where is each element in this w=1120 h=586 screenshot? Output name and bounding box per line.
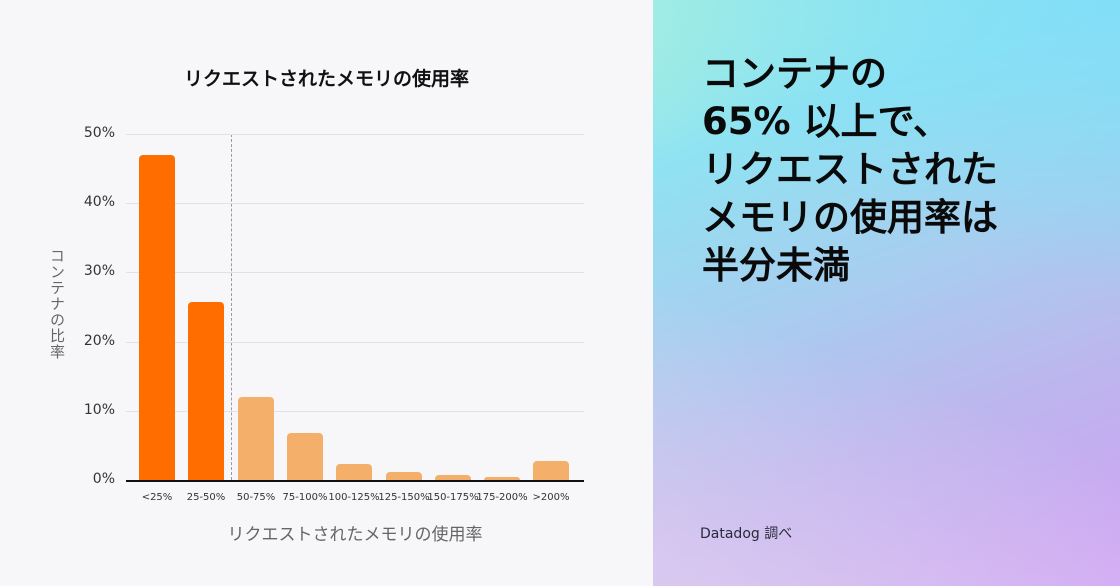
headline-line: リクエストされた — [702, 148, 998, 191]
headline-line: 半分未満 — [702, 244, 850, 287]
bar — [188, 302, 224, 480]
gridline — [126, 203, 584, 205]
bar — [238, 396, 274, 480]
x-tick-label: 125-150% — [378, 492, 430, 503]
x-tick-label: >200% — [532, 492, 570, 503]
x-tick-label: 175-200% — [476, 492, 528, 503]
chart-title: リクエストされたメモリの使用率 — [183, 68, 469, 90]
y-tick-label: 0% — [92, 471, 115, 487]
x-axis-line — [126, 480, 584, 482]
bar — [386, 471, 422, 480]
y-tick-label: 50% — [83, 125, 115, 141]
x-axis-title: リクエストされたメモリの使用率 — [227, 525, 483, 545]
y-tick-label: 30% — [83, 263, 115, 280]
bar — [336, 464, 372, 480]
bar — [435, 475, 471, 480]
y-tick-label: 20% — [83, 332, 115, 349]
y-axis-title: コンテナの比率 — [48, 248, 66, 360]
x-tick-label: <25% — [141, 492, 173, 503]
chart-panel: リクエストされたメモリの使用率 コンテナの比率 リクエストされたメモリの使用率 … — [48, 68, 584, 545]
x-tick-label: 75-100% — [282, 492, 328, 503]
y-tick-label: 10% — [83, 401, 115, 418]
x-tick-label: 150-175% — [427, 492, 479, 503]
x-tick-label: 25-50% — [186, 492, 226, 503]
bar — [484, 476, 520, 480]
headline-panel — [653, 0, 1120, 586]
gridline — [126, 272, 584, 274]
x-tick-label: 50-75% — [236, 492, 276, 503]
bar — [533, 461, 569, 480]
y-tick-label: 40% — [83, 194, 115, 211]
headline: コンテナの 65% 以上で、 リクエストされた メモリの使用率は 半分未満 — [702, 50, 998, 290]
headline-line: 65% 以上で、 — [702, 100, 950, 143]
x-tick-label: 100-125% — [328, 492, 380, 503]
gridline — [126, 410, 584, 412]
bar — [287, 432, 323, 480]
bar — [139, 154, 175, 480]
headline-line: メモリの使用率は — [702, 196, 998, 239]
headline-line: コンテナの — [702, 52, 887, 95]
gridline — [126, 134, 584, 135]
gridline — [126, 341, 584, 343]
source-note: Datadog 調べ — [700, 526, 793, 542]
threshold-divider — [231, 134, 232, 480]
